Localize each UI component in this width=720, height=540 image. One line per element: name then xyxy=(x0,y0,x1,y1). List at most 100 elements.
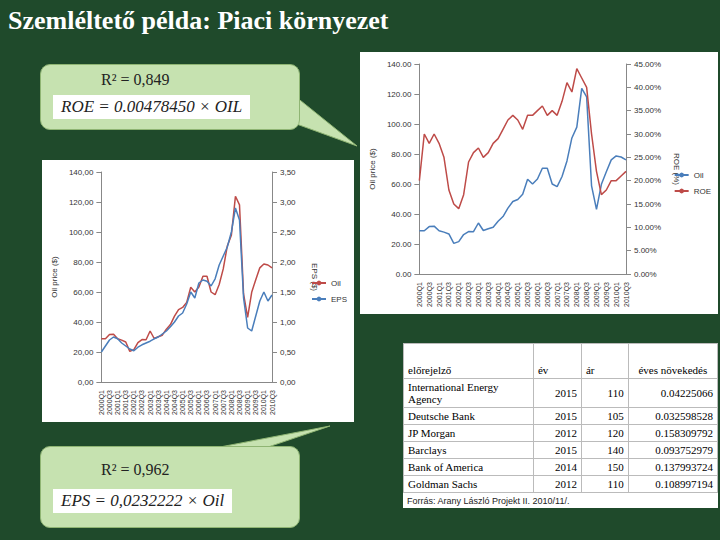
svg-text:30.00%: 30.00% xyxy=(634,130,661,139)
svg-text:ROE: ROE xyxy=(694,187,711,196)
svg-text:2,50: 2,50 xyxy=(280,228,296,237)
svg-text:45.00%: 45.00% xyxy=(634,60,661,69)
svg-text:2007Q1: 2007Q1 xyxy=(212,390,220,415)
html-text:éves növekedés: éves növekedés xyxy=(638,364,708,376)
html-text:0.04225066: 0.04225066 xyxy=(660,387,713,399)
html-text:2015: 2015 xyxy=(554,387,577,399)
svg-text:2006Q1: 2006Q1 xyxy=(195,390,203,415)
svg-text:2008Q3: 2008Q3 xyxy=(236,390,244,415)
html-text:R² = 0,962: R² = 0,962 xyxy=(101,461,170,478)
svg-text:3,50: 3,50 xyxy=(280,168,296,177)
svg-text:2007Q3: 2007Q3 xyxy=(563,282,571,307)
svg-text:Oil: Oil xyxy=(331,279,341,288)
svg-text:20,00: 20,00 xyxy=(73,348,94,357)
svg-text:3,00: 3,00 xyxy=(280,198,296,207)
svg-text:2000Q3: 2000Q3 xyxy=(426,282,434,307)
svg-text:2010Q3: 2010Q3 xyxy=(623,282,631,307)
svg-text:15.00%: 15.00% xyxy=(634,200,661,209)
svg-text:2007Q1: 2007Q1 xyxy=(554,282,562,307)
html-text:International Energy Agency: International Energy Agency xyxy=(408,381,499,405)
svg-text:100.00: 100.00 xyxy=(387,120,412,129)
svg-text:2004Q3: 2004Q3 xyxy=(504,282,512,307)
svg-text:0.00: 0.00 xyxy=(396,270,412,279)
svg-text:2009Q1: 2009Q1 xyxy=(593,282,601,307)
svg-text:2008Q1: 2008Q1 xyxy=(573,282,581,307)
svg-text:140.00: 140.00 xyxy=(387,60,412,69)
html-text:év: év xyxy=(537,364,549,376)
svg-text:ROE (%): ROE (%) xyxy=(672,153,681,185)
svg-text:40,00: 40,00 xyxy=(73,318,94,327)
svg-text:2,00: 2,00 xyxy=(280,258,296,267)
svg-text:20.00: 20.00 xyxy=(391,240,412,249)
svg-text:2009Q3: 2009Q3 xyxy=(252,390,260,415)
svg-text:2005Q1: 2005Q1 xyxy=(179,390,187,415)
svg-text:Oil price ($): Oil price ($) xyxy=(368,148,377,190)
svg-text:2004Q1: 2004Q1 xyxy=(495,282,503,307)
svg-text:2009Q3: 2009Q3 xyxy=(603,282,611,307)
svg-text:120,00: 120,00 xyxy=(69,198,94,207)
html-text:ROE = 0.00478450 × OIL: ROE = 0.00478450 × OIL xyxy=(61,97,243,116)
svg-text:20.00%: 20.00% xyxy=(634,176,661,185)
svg-text:40.00%: 40.00% xyxy=(634,83,661,92)
svg-text:2002Q1: 2002Q1 xyxy=(130,390,138,415)
svg-text:2000Q3: 2000Q3 xyxy=(106,390,114,415)
svg-text:2001Q3: 2001Q3 xyxy=(122,390,130,415)
svg-text:80,00: 80,00 xyxy=(73,258,94,267)
svg-text:2003Q3: 2003Q3 xyxy=(485,282,493,307)
svg-text:2005Q1: 2005Q1 xyxy=(514,282,522,307)
svg-text:2004Q1: 2004Q1 xyxy=(163,390,171,415)
svg-text:2008Q3: 2008Q3 xyxy=(583,282,591,307)
svg-text:2001Q3: 2001Q3 xyxy=(445,282,453,307)
svg-text:25.00%: 25.00% xyxy=(634,153,661,162)
svg-text:2007Q3: 2007Q3 xyxy=(220,390,228,415)
svg-text:Oil: Oil xyxy=(694,171,704,180)
svg-text:EPS: EPS xyxy=(331,295,347,304)
svg-text:140,00: 140,00 xyxy=(69,168,94,177)
svg-text:2005Q3: 2005Q3 xyxy=(187,390,195,415)
svg-text:2006Q1: 2006Q1 xyxy=(534,282,542,307)
html-text:2015: 2015 xyxy=(554,410,577,422)
svg-text:2000Q1: 2000Q1 xyxy=(416,282,424,307)
svg-text:2005Q3: 2005Q3 xyxy=(524,282,532,307)
svg-text:EPS ($): EPS ($) xyxy=(310,263,319,291)
svg-text:60,00: 60,00 xyxy=(73,288,94,297)
svg-text:2010Q1: 2010Q1 xyxy=(613,282,621,307)
svg-text:2003Q3: 2003Q3 xyxy=(155,390,163,415)
html-text:EPS = 0,0232222 × Oil: EPS = 0,0232222 × Oil xyxy=(61,491,225,510)
svg-text:35.00%: 35.00% xyxy=(634,106,661,115)
svg-text:80.00: 80.00 xyxy=(391,150,412,159)
html-text:R² = 0,849: R² = 0,849 xyxy=(101,71,170,88)
svg-text:2008Q1: 2008Q1 xyxy=(228,390,236,415)
html-text:110: 110 xyxy=(607,387,624,399)
svg-text:100,00: 100,00 xyxy=(69,228,94,237)
svg-text:1,00: 1,00 xyxy=(280,318,296,327)
svg-text:0.00%: 0.00% xyxy=(634,270,657,279)
svg-text:2002Q3: 2002Q3 xyxy=(138,390,146,415)
svg-text:0,50: 0,50 xyxy=(280,348,296,357)
svg-text:2010Q1: 2010Q1 xyxy=(260,390,268,415)
svg-text:2000Q1: 2000Q1 xyxy=(98,390,106,415)
svg-text:Oil price ($): Oil price ($) xyxy=(50,256,59,298)
svg-text:2010Q3: 2010Q3 xyxy=(269,390,277,415)
svg-text:2001Q1: 2001Q1 xyxy=(114,390,122,415)
svg-text:2009Q1: 2009Q1 xyxy=(244,390,252,415)
svg-text:2004Q3: 2004Q3 xyxy=(171,390,179,415)
svg-text:5.00%: 5.00% xyxy=(634,246,657,255)
html-text:Deutsche Bank: Deutsche Bank xyxy=(408,410,475,422)
svg-text:2003Q1: 2003Q1 xyxy=(475,282,483,307)
html-text:előrejelző: előrejelző xyxy=(408,364,452,376)
svg-text:2002Q3: 2002Q3 xyxy=(465,282,473,307)
svg-text:2001Q1: 2001Q1 xyxy=(436,282,444,307)
svg-text:60.00: 60.00 xyxy=(391,180,412,189)
html-text:Szemléltető példa: Piaci körny: Szemléltető példa: Piaci környezet xyxy=(8,6,389,35)
svg-text:120.00: 120.00 xyxy=(387,90,412,99)
svg-text:10.00%: 10.00% xyxy=(634,223,661,232)
svg-text:40.00: 40.00 xyxy=(391,210,412,219)
svg-text:1,50: 1,50 xyxy=(280,288,296,297)
svg-text:2006Q3: 2006Q3 xyxy=(544,282,552,307)
svg-text:2003Q1: 2003Q1 xyxy=(147,390,155,415)
svg-text:0,00: 0,00 xyxy=(280,378,296,387)
svg-text:2002Q1: 2002Q1 xyxy=(455,282,463,307)
svg-text:0,00: 0,00 xyxy=(78,378,94,387)
svg-text:2006Q3: 2006Q3 xyxy=(203,390,211,415)
